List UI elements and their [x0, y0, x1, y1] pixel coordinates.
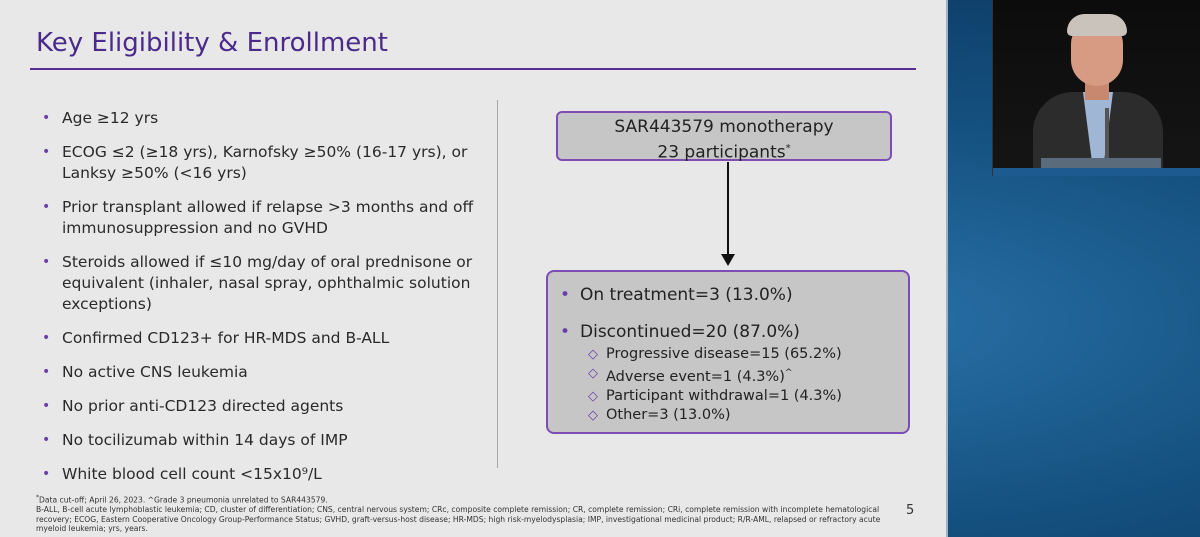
on-treatment-item: • On treatment=3 (13.0%) — [560, 284, 894, 306]
disposition-box: • On treatment=3 (13.0%) • Discontinued=… — [546, 270, 910, 434]
adverse-footnote-mark: ^ — [784, 368, 793, 378]
footnote-line-1: *Data cut-off; April 26, 2023. ^Grade 3 … — [36, 493, 896, 505]
eligibility-item: White blood cell count <15x10⁹/L — [42, 464, 482, 485]
microphone-icon — [1105, 108, 1109, 164]
participants-label: 23 participants — [657, 142, 786, 163]
stage-edge — [993, 168, 1200, 176]
slide-title: Key Eligibility & Enrollment — [36, 28, 388, 58]
reason-item: ◇ Progressive disease=15 (65.2%) — [588, 345, 894, 364]
reason-item: ◇ Other=3 (13.0%) — [588, 406, 894, 425]
speaker-hair — [1067, 14, 1127, 36]
diamond-outline-icon: ◇ — [588, 388, 598, 404]
speaker-video-feed — [992, 0, 1200, 176]
arrow-head-icon — [721, 254, 735, 266]
reason-text: Adverse event=1 (4.3%) — [606, 368, 785, 385]
reason-text: Participant withdrawal=1 (4.3%) — [606, 387, 842, 404]
eligibility-item: No tocilizumab within 14 days of IMP — [42, 430, 482, 451]
slide-footnote: *Data cut-off; April 26, 2023. ^Grade 3 … — [36, 493, 896, 534]
eligibility-item: Prior transplant allowed if relapse >3 m… — [42, 197, 482, 239]
presentation-slide: Key Eligibility & Enrollment Age ≥12 yrs… — [0, 0, 948, 537]
eligibility-item: Confirmed CD123+ for HR-MDS and B-ALL — [42, 328, 482, 349]
eligibility-list: Age ≥12 yrs ECOG ≤2 (≥18 yrs), Karnofsky… — [42, 108, 482, 498]
enrollment-box: SAR443579 monotherapy 23 participants* — [556, 111, 892, 164]
footnote-mark: * — [36, 494, 39, 501]
bullet-dot-icon: • — [560, 285, 571, 305]
discontinued-item: • Discontinued=20 (87.0%) — [560, 321, 894, 343]
discontinuation-reasons: ◇ Progressive disease=15 (65.2%) ◇ Adverse… — [588, 345, 894, 425]
eligibility-item: ECOG ≤2 (≥18 yrs), Karnofsky ≥50% (16-17… — [42, 142, 482, 184]
reason-item: ◇ Adverse event=1 (4.3%)^ — [588, 364, 894, 387]
arrow-down-icon — [727, 162, 729, 256]
eligibility-item: No prior anti-CD123 directed agents — [42, 396, 482, 417]
enrollment-therapy: SAR443579 monotherapy — [614, 117, 834, 137]
diamond-outline-icon: ◇ — [588, 407, 598, 423]
diamond-outline-icon: ◇ — [588, 347, 598, 362]
reason-text: Progressive disease=15 (65.2%) — [606, 346, 842, 362]
reason-text: Other=3 (13.0%) — [606, 406, 731, 423]
footnote-cutoff: Data cut-off; April 26, 2023. ^Grade 3 p… — [39, 495, 328, 505]
title-divider — [30, 68, 916, 70]
on-treatment-text: On treatment=3 (13.0%) — [580, 285, 793, 305]
eligibility-item: No active CNS leukemia — [42, 362, 482, 383]
enrollment-count: 23 participants* — [558, 138, 890, 164]
diamond-outline-icon: ◇ — [588, 366, 598, 381]
bullet-dot-icon: • — [560, 322, 571, 342]
participants-footnote-mark: * — [785, 143, 791, 154]
eligibility-item: Age ≥12 yrs — [42, 108, 482, 129]
reason-item: ◇ Participant withdrawal=1 (4.3%) — [588, 387, 894, 406]
page-number: 5 — [906, 503, 915, 518]
discontinued-text: Discontinued=20 (87.0%) — [580, 322, 800, 342]
footnote-abbreviations: B-ALL, B-cell acute lymphoblastic leukem… — [36, 505, 881, 534]
eligibility-item: Steroids allowed if ≤10 mg/day of oral p… — [42, 252, 482, 315]
column-divider — [497, 100, 498, 468]
